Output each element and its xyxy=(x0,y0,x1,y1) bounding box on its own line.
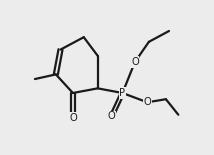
Text: O: O xyxy=(69,113,77,123)
Text: P: P xyxy=(119,88,125,98)
Text: O: O xyxy=(108,111,116,121)
Text: O: O xyxy=(143,97,151,107)
Text: O: O xyxy=(131,57,139,67)
